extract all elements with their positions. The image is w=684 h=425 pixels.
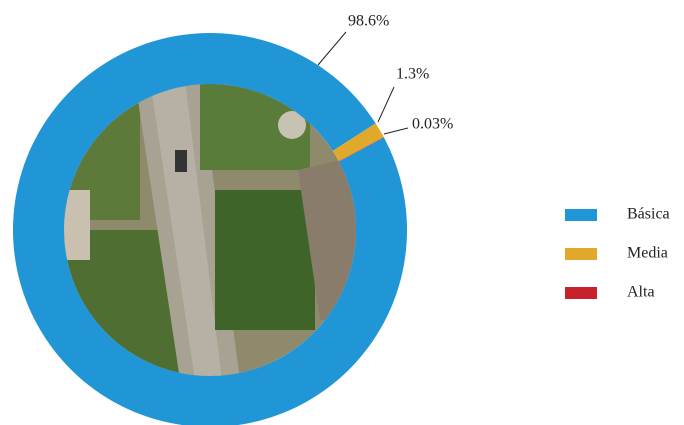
leader-line: [377, 86, 395, 123]
legend-label: Alta: [627, 284, 655, 301]
donut-slice: [338, 137, 384, 162]
leader-line: [317, 31, 347, 66]
legend-swatch: [565, 248, 597, 260]
data-label: 0.03%: [412, 116, 453, 133]
legend-label: Media: [627, 245, 668, 262]
legend-swatch: [565, 209, 597, 221]
leader-line: [383, 127, 409, 135]
legend-swatch: [565, 287, 597, 299]
data-label: 1.3%: [396, 66, 429, 83]
legend-label: Básica: [627, 206, 670, 223]
data-label: 98.6%: [348, 13, 389, 30]
donut-slice: [332, 123, 384, 162]
